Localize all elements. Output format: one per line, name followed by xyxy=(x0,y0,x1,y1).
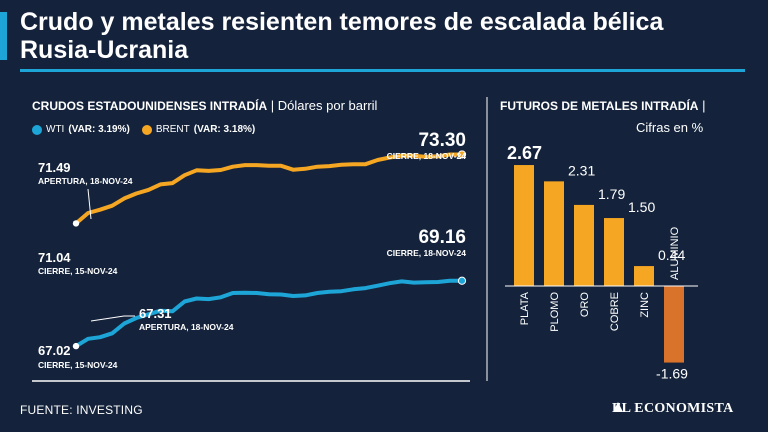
bar-zinc xyxy=(634,266,654,286)
bar-value-oro: 1.79 xyxy=(598,186,625,202)
metals-panel-units: Cifras en % xyxy=(636,120,703,135)
logo-text: EL ECONOMISTA xyxy=(612,401,734,416)
title-line-2: Rusia-Ucrania xyxy=(20,36,189,64)
bar-plomo xyxy=(544,181,564,286)
brent-end-marker xyxy=(457,150,467,159)
brent-end-value-label: 73.30 xyxy=(418,130,466,151)
bar-value-aluminio: -1.69 xyxy=(656,366,688,382)
wti-open-leader-line xyxy=(90,315,135,322)
metals-panel-title: FUTUROS DE METALES INTRADÍA | xyxy=(500,98,705,113)
brent-end-date-label: CIERRE, 18-NOV-24 xyxy=(387,151,467,161)
brent-open-leader-line xyxy=(87,188,92,220)
bar-cobre xyxy=(604,218,624,286)
bar-value-plata: 2.67 xyxy=(507,143,542,163)
wti-open-date-label: APERTURA, 18-NOV-24 xyxy=(139,322,234,332)
category-label-oro: ORO xyxy=(579,292,591,318)
bar-value-cobre: 1.50 xyxy=(628,199,655,215)
brent-legend-dot-icon xyxy=(141,124,152,135)
wti-start-marker xyxy=(72,342,80,350)
brent-legend-name: BRENT xyxy=(155,124,190,135)
title-rule xyxy=(20,69,745,72)
title-line-1: Crudo y metales resienten temores de esc… xyxy=(20,8,664,36)
crude-panel-title-bold: CRUDOS ESTADOUNIDENSES INTRADÍA xyxy=(32,99,268,113)
wti-start-date-label: CIERRE, 15-NOV-24 xyxy=(38,360,118,370)
metals-panel-title-bold: FUTUROS DE METALES INTRADÍA xyxy=(500,99,699,113)
crude-panel-title-sep: | xyxy=(267,98,278,113)
wti-end-date-label: CIERRE, 18-NOV-24 xyxy=(387,248,467,258)
bar-value-zinc: 0.44 xyxy=(658,247,685,263)
crude-legend: WTI (VAR: 3.19%) BRENT (VAR: 3.18%) xyxy=(32,124,255,135)
bar-value-plomo: 2.31 xyxy=(568,162,595,178)
wti-end-marker xyxy=(457,276,467,285)
brent-open-date-label: APERTURA, 18-NOV-24 xyxy=(38,176,133,186)
wti-legend-name: WTI xyxy=(46,124,65,135)
wti-series-line xyxy=(74,278,464,349)
brent-start-date-label: CIERRE, 15-NOV-24 xyxy=(38,266,118,276)
brent-legend-var: (VAR: 3.18%) xyxy=(193,124,256,135)
wti-open-value-label: 67.31 xyxy=(139,306,172,321)
wti-start-value-label: 67.02 xyxy=(38,343,71,358)
metals-panel-title-sep: | xyxy=(698,98,706,113)
brent-start-marker xyxy=(72,220,80,227)
logo-mark-icon xyxy=(613,402,623,412)
el-economista-logo: EL ECONOMISTA xyxy=(612,401,734,417)
metals-panel-subtitle: Cifras en % xyxy=(636,120,704,135)
category-label-plata: PLATA xyxy=(519,291,531,325)
title-accent-bar xyxy=(0,12,7,60)
brent-open-value-label: 71.49 xyxy=(38,160,71,175)
crude-panel-units: Dólares por barril xyxy=(277,98,378,113)
crude-panel-title: CRUDOS ESTADOUNIDENSES INTRADÍA | Dólare… xyxy=(32,98,377,113)
brent-series-line xyxy=(74,152,464,226)
category-label-plomo: PLOMO xyxy=(549,292,561,332)
wti-end-value-label: 69.16 xyxy=(418,227,466,248)
category-label-aluminio: ALUMINIO xyxy=(669,226,681,280)
category-label-cobre: COBRE xyxy=(609,292,621,331)
bar-oro xyxy=(574,204,594,286)
source-note: FUENTE: INVESTING xyxy=(20,403,143,417)
metals-bar-chart: 2.67 PLATA 2.31 PLOMO 1.79 ORO 1.50 COBRE 0.44 ZI… xyxy=(505,143,698,382)
category-label-zinc: ZINC xyxy=(639,292,651,318)
brent-start-value-label: 71.04 xyxy=(38,250,71,265)
bar-aluminio xyxy=(664,286,684,363)
wti-legend-var: (VAR: 3.19%) xyxy=(68,124,130,135)
bar-plata xyxy=(514,165,534,286)
page-title: Crudo y metales resienten temores de esc… xyxy=(20,8,750,64)
wti-legend-dot-icon xyxy=(32,124,42,135)
